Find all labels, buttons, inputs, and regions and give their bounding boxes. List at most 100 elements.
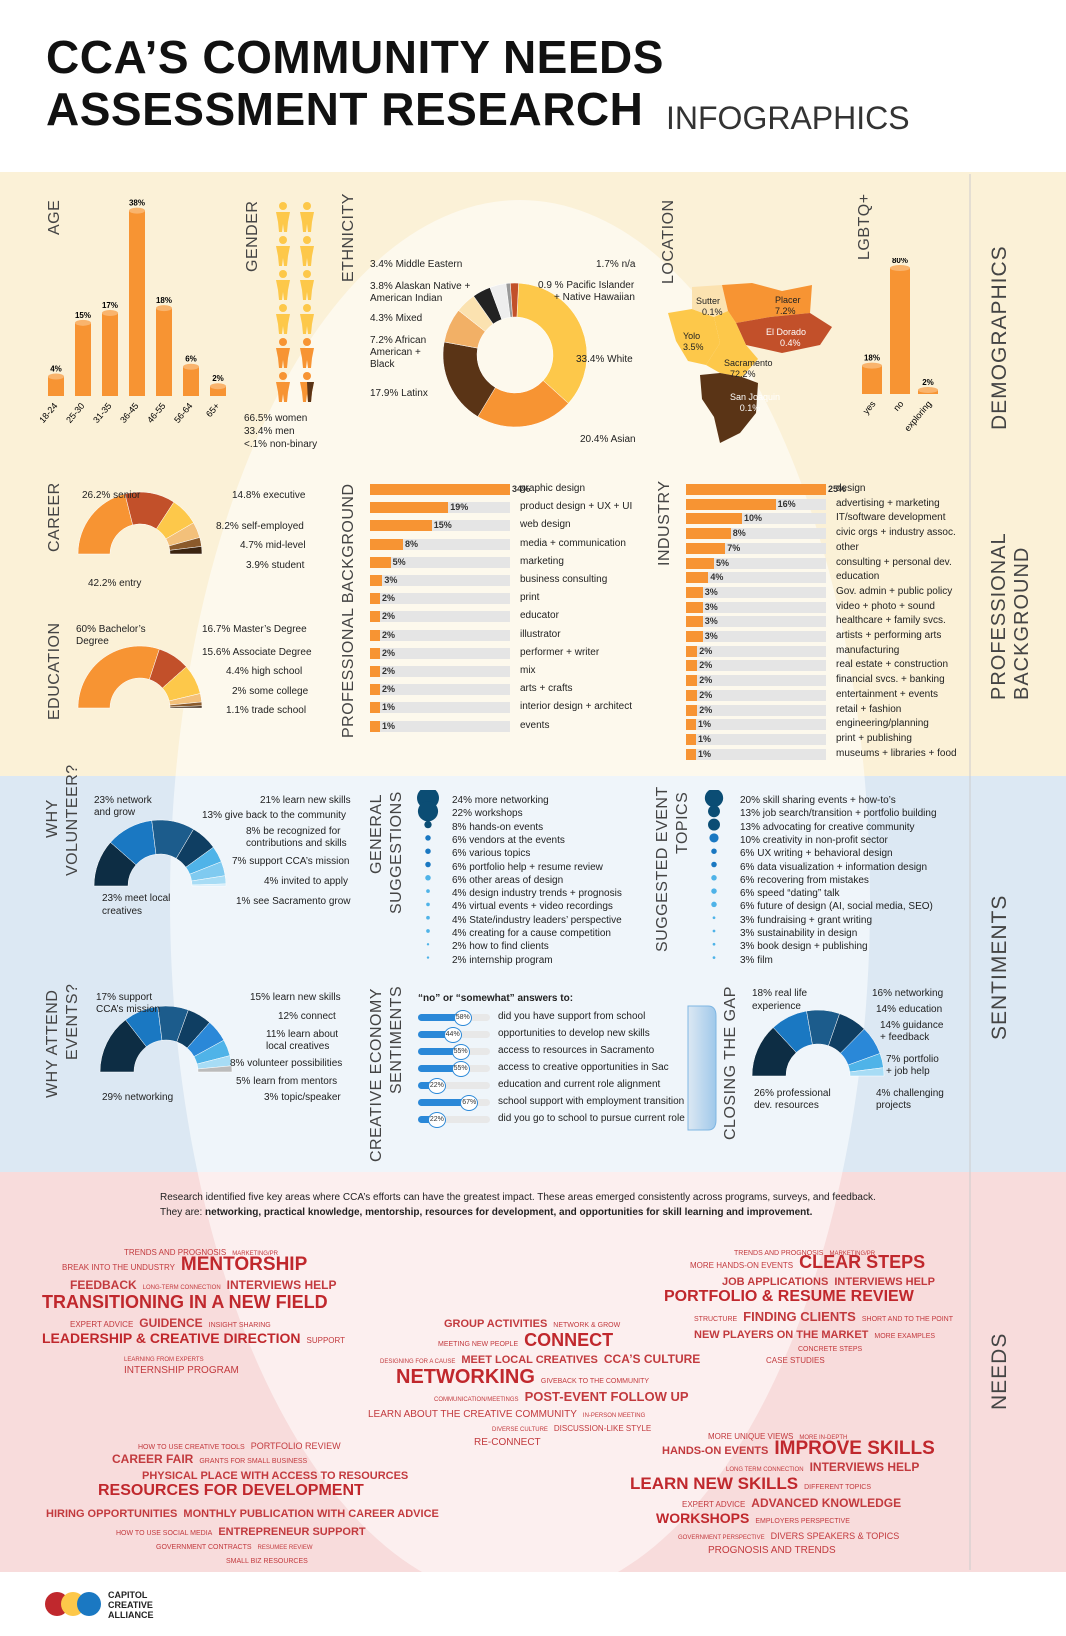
vol-recognized-2: contributions and skills xyxy=(246,838,347,849)
industry-label: INDUSTRY xyxy=(656,480,673,567)
cloud-word: MENTORSHIP xyxy=(180,1254,308,1275)
prof-chart-label: arts + crafts xyxy=(520,683,573,695)
ind-chart-value: 2% xyxy=(699,689,713,700)
ind-chart-value: 8% xyxy=(732,528,746,539)
suggestion-dot xyxy=(704,790,724,808)
creative-economy-chart: 58% did you have support from school 44% op… xyxy=(418,1010,698,1130)
cloud-word: HOW TO USE CREATIVE TOOLS xyxy=(138,1444,245,1451)
ce-bar xyxy=(418,1065,458,1072)
ind-chart-track xyxy=(686,572,826,584)
age-category-label: 31-35 xyxy=(91,401,113,425)
age-category-label: 25-30 xyxy=(64,401,86,425)
ind-chart-bar xyxy=(686,557,714,569)
cloud-word: PHYSICAL PLACE WITH ACCESS TO RESOURCES xyxy=(142,1470,409,1482)
ind-chart-label: healthcare + family svcs. xyxy=(836,615,946,627)
volunteer-chart-slice xyxy=(191,883,227,887)
person-icon xyxy=(300,236,314,266)
ind-chart-track xyxy=(686,586,826,598)
person-icon xyxy=(276,304,290,334)
att-learn: 15% learn new skills xyxy=(250,992,341,1003)
gen-list-item: 24% more networking xyxy=(452,795,549,806)
att-volunteer: 8% volunteer possibilities xyxy=(230,1058,343,1069)
cloud-word: MEET LOCAL CREATIVES xyxy=(461,1354,598,1366)
cloud-networking-row: NETWORKING GIVEBACK TO THE COMMUNITY xyxy=(396,1366,655,1389)
ethnicity-label: ETHNICITY xyxy=(340,193,357,282)
suggestion-dot xyxy=(708,805,720,818)
cloud-word: LEARN NEW SKILLS xyxy=(630,1474,799,1493)
cloud-word: RESUMEE REVIEW xyxy=(257,1545,313,1551)
att-support-2: CCA’s mission xyxy=(96,1004,161,1015)
cloud-mentorship-row: INTERNSHIP PROGRAM xyxy=(124,1360,245,1378)
att-connect: 12% connect xyxy=(278,1011,336,1022)
topic-list-item: 6% future of design (AI, social media, S… xyxy=(740,901,933,913)
cloud-mentorship-row: EXPERT ADVICE GUIDENCE INSIGHT SHARING xyxy=(70,1314,277,1332)
general-suggestions-label-2: SUGGESTIONS xyxy=(388,791,405,914)
ind-chart-value: 2% xyxy=(699,675,713,686)
gen-list-item: 6% portfolio help + resume review xyxy=(452,861,603,873)
cloud-resources-row: GOVERNMENT CONTRACTS RESUMEE REVIEW xyxy=(156,1536,319,1554)
ind-chart-value: 4% xyxy=(710,572,724,583)
ind-chart-bar xyxy=(686,660,698,672)
cloud-knowledge-row: CONCRETE STEPS xyxy=(798,1338,868,1356)
cloud-resources-row: RESOURCES FOR DEVELOPMENT xyxy=(98,1482,370,1500)
age-value-label: 6% xyxy=(185,355,197,364)
topic-list-item: 6% speed “dating” talk xyxy=(740,888,840,900)
ind-chart-label: advertising + marketing xyxy=(836,497,940,509)
cloud-word: TRANSITIONING IN A NEW FIELD xyxy=(42,1292,328,1312)
gap-challenging-1: 4% challenging xyxy=(876,1088,944,1099)
cloud-knowledge-row: JOB APPLICATIONS INTERVIEWS HELP xyxy=(722,1272,941,1290)
age-category-label: 56-64 xyxy=(172,401,194,425)
suggestion-dot xyxy=(417,801,439,822)
cloud-word: CCA’S CULTURE xyxy=(603,1352,701,1366)
gen-list-item: 8% hands-on events xyxy=(452,821,544,833)
cloud-word: GOVERNMENT PERSPECTIVE xyxy=(678,1535,765,1541)
cloud-word: GRANTS FOR SMALL BUSINESS xyxy=(199,1458,308,1465)
cloud-word: NEW PLAYERS ON THE MARKET xyxy=(694,1329,869,1341)
cloud-word: LONG-TERM CONNECTION xyxy=(142,1285,221,1291)
topic-list-item: 6% data visualization + information desi… xyxy=(740,861,928,873)
loc-san-joaquin: San Joaquin 0.1% xyxy=(730,392,781,413)
gap-networking: 16% networking xyxy=(872,988,944,999)
cloud-word: CLEAR STEPS xyxy=(799,1252,926,1272)
ce-value: 22% xyxy=(427,1078,446,1094)
age-value-label: 18% xyxy=(156,296,172,305)
closing-gap-half-donut xyxy=(751,1009,885,1077)
suggestion-dot xyxy=(712,942,716,946)
ind-chart-label: Gov. admin + public policy xyxy=(836,585,953,597)
edu-trade-school: 1.1% trade school xyxy=(226,705,307,716)
age-bar-top xyxy=(48,373,64,380)
eth-label-asian: 20.4% Asian xyxy=(580,434,636,445)
prof-chart-track xyxy=(370,575,510,586)
person-icon xyxy=(300,372,314,402)
creative-economy-bracket xyxy=(687,1005,717,1131)
career-senior: 26.2% senior xyxy=(82,490,141,501)
ce-value: 67% xyxy=(460,1095,479,1111)
cloud-word: MONTHLY PUBLICATION WITH CAREER ADVICE xyxy=(183,1508,439,1520)
cloud-word: DIVERSE CULTURE xyxy=(492,1427,548,1433)
ind-chart-bar xyxy=(686,513,742,525)
prof-chart-bar xyxy=(370,647,380,659)
ce-track xyxy=(418,1082,490,1089)
ind-chart-value: 25% xyxy=(828,484,847,494)
ind-chart-bar xyxy=(686,572,709,584)
lgbtq-value-label: 18% xyxy=(864,354,880,363)
section-label-sentiments: SENTIMENTS xyxy=(988,894,1011,1040)
cloud-skills-row: GOVERNMENT PERSPECTIVE DIVERS SPEAKERS & … xyxy=(678,1526,905,1544)
prof-chart-track xyxy=(370,647,510,659)
cloud-word: MARKETING/PR xyxy=(232,1251,278,1257)
eth-label-african-1: 7.2% African xyxy=(370,335,427,346)
prof-chart-label: product design + UX + UI xyxy=(520,501,633,513)
ce-label: school support with employment transitio… xyxy=(498,1096,685,1107)
cloud-word: MORE UNIQUE VIEWS xyxy=(708,1432,794,1441)
career-label: CAREER xyxy=(46,482,63,552)
ind-chart-label: entertainment + events xyxy=(836,688,939,700)
prof-chart-bar xyxy=(370,520,432,532)
gender-label: GENDER xyxy=(244,200,261,272)
eth-label-african-3: Black xyxy=(370,359,395,370)
ind-chart-value: 5% xyxy=(716,557,730,568)
ind-chart-track xyxy=(686,704,826,716)
vol-support: 7% support CCA’s mission xyxy=(232,856,350,867)
cloud-word: POST-EVENT FOLLOW UP xyxy=(524,1389,689,1404)
prof-chart-label: educator xyxy=(520,610,559,622)
cloud-word: PORTFOLIO & RESUME REVIEW xyxy=(664,1288,914,1305)
